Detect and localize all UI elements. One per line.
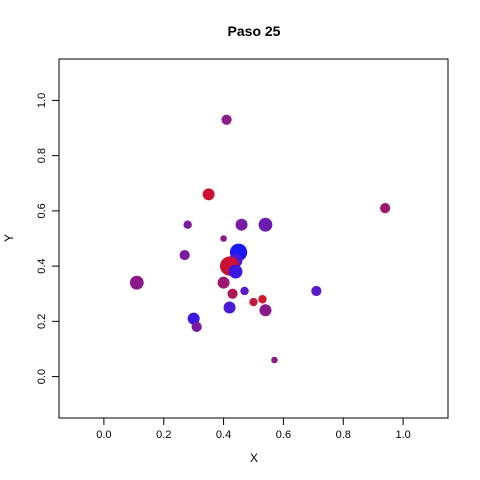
y-tick-label: 0.2: [36, 314, 48, 329]
scatter-point: [235, 218, 248, 231]
y-axis-label: Y: [2, 234, 16, 242]
points-layer: [129, 114, 391, 364]
scatter-point: [240, 286, 249, 296]
scatter-point: [380, 203, 391, 214]
scatter-point: [183, 220, 192, 229]
x-tick-label: 0.8: [336, 429, 351, 441]
scatter-point: [220, 235, 227, 242]
scatter-point: [311, 285, 322, 297]
y-tick-label: 0.0: [36, 369, 48, 384]
scatter-point: [271, 356, 278, 364]
scatter-point: [191, 321, 202, 332]
scatter-point: [187, 312, 200, 325]
x-tick-label: 0.2: [156, 429, 171, 441]
scatter-point: [259, 304, 272, 317]
x-tick-label: 0.6: [276, 429, 291, 441]
chart-title: Paso 25: [228, 23, 281, 39]
y-axis: 0.0 0.2 0.4 0.6 0.8 1.0: [36, 93, 59, 384]
scatter-point: [202, 188, 215, 201]
y-tick-label: 0.8: [36, 148, 48, 163]
scatter-point: [221, 114, 232, 125]
scatter-point: [228, 264, 243, 279]
scatter-point: [217, 276, 230, 289]
scatter-point: [227, 288, 238, 299]
x-axis: 0.0 0.2 0.4 0.6 0.8 1.0: [96, 418, 411, 441]
x-tick-label: 0.0: [96, 429, 111, 441]
scatter-point: [223, 301, 236, 314]
scatter-point: [258, 295, 267, 304]
scatter-point: [179, 249, 190, 261]
y-tick-label: 0.6: [36, 203, 48, 218]
y-tick-label: 1.0: [36, 93, 48, 108]
scatter-point: [258, 217, 273, 232]
scatter-point: [129, 275, 144, 290]
scatter-point: [249, 297, 258, 307]
x-tick-label: 1.0: [395, 429, 410, 441]
plot-frame: [58, 58, 449, 419]
y-tick-label: 0.4: [36, 258, 48, 273]
x-tick-label: 0.4: [216, 429, 231, 441]
x-axis-label: X: [250, 451, 258, 465]
